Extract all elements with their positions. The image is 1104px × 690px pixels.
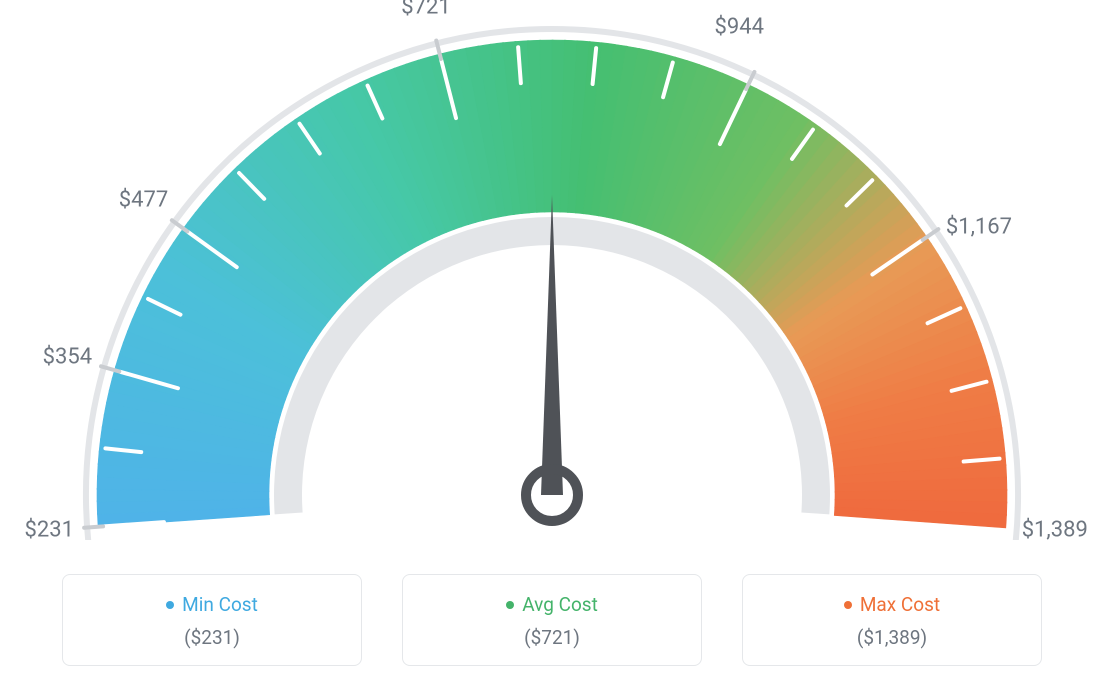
legend-value-min: ($231) xyxy=(75,626,349,649)
legend-title-avg: Avg Cost xyxy=(506,593,598,616)
gauge-tick-label: $721 xyxy=(401,0,450,20)
dot-icon xyxy=(166,601,174,609)
legend-label: Min Cost xyxy=(182,593,258,616)
legend-label: Max Cost xyxy=(860,593,940,616)
gauge-tick-label: $231 xyxy=(24,518,73,540)
legend-card-avg: Avg Cost ($721) xyxy=(402,574,702,666)
legend-title-max: Max Cost xyxy=(844,593,940,616)
cost-gauge: $231 $354 $477 $721 $944 $1,167 $1,389 xyxy=(0,0,1104,540)
legend-card-max: Max Cost ($1,389) xyxy=(742,574,1042,666)
gauge-svg xyxy=(0,0,1104,540)
gauge-tick-label: $1,389 xyxy=(1022,518,1088,540)
gauge-tick-label: $944 xyxy=(715,15,764,40)
gauge-tick-label: $354 xyxy=(43,344,92,369)
legend-title-min: Min Cost xyxy=(166,593,258,616)
legend-label: Avg Cost xyxy=(522,593,598,616)
gauge-tick-label: $1,167 xyxy=(946,215,1012,240)
legend-card-min: Min Cost ($231) xyxy=(62,574,362,666)
gauge-tick-label: $477 xyxy=(119,187,168,212)
legend-value-avg: ($721) xyxy=(415,626,689,649)
dot-icon xyxy=(506,601,514,609)
legend-value-max: ($1,389) xyxy=(755,626,1029,649)
dot-icon xyxy=(844,601,852,609)
legend-row: Min Cost ($231) Avg Cost ($721) Max Cost… xyxy=(0,574,1104,666)
